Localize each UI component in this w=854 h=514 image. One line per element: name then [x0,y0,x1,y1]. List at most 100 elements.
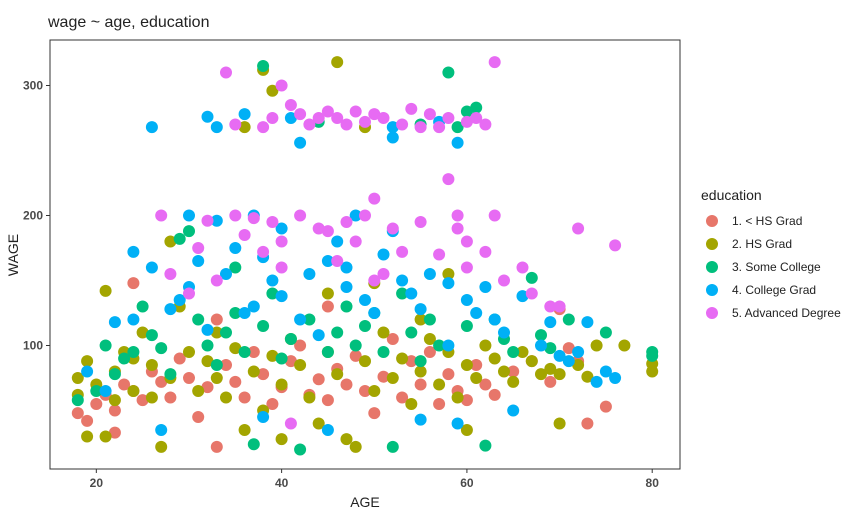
data-point [599,400,612,413]
data-point [164,303,177,316]
data-point [294,339,307,352]
data-point [201,381,214,394]
data-point [294,443,307,456]
data-point [238,108,251,121]
data-point [183,209,195,222]
data-point [470,101,483,114]
data-point [294,313,307,326]
data-point [127,277,140,290]
data-point [414,365,427,378]
x-tick-label: 60 [460,476,474,490]
data-point [99,385,112,397]
data-point [173,352,186,365]
data-point [525,355,538,368]
data-point [433,121,446,134]
data-point [275,222,288,235]
data-point [349,339,362,352]
data-point [377,112,390,124]
data-point [155,375,168,388]
y-tick-label: 100 [23,339,43,353]
data-point [488,313,501,326]
legend-key [706,261,718,273]
data-point [257,368,270,381]
data-point [451,391,464,404]
data-point [229,209,242,222]
data-point [229,242,242,254]
data-point [266,274,279,287]
data-point [266,349,279,362]
data-point [238,229,251,241]
data-point [553,368,566,381]
x-tick-label: 40 [275,476,289,490]
data-point [516,261,529,274]
data-point [210,326,223,339]
data-point [247,300,260,313]
data-point [247,212,260,225]
data-point [423,333,436,345]
data-point [294,209,307,222]
data-point [340,300,353,313]
data-point [247,438,260,451]
data-point [275,290,288,303]
data-point [238,391,251,404]
data-point [81,365,94,378]
data-point [442,277,455,290]
data-point [229,118,242,131]
data-point [368,274,381,287]
data-point [470,372,483,384]
data-point [433,248,446,261]
data-point [368,385,381,397]
data-point [460,394,473,407]
data-point [220,391,232,404]
data-point [544,316,557,329]
data-point [331,235,344,248]
data-point [192,255,205,267]
data-point [544,342,557,355]
data-point [479,118,492,131]
data-point [210,214,223,227]
data-point [460,235,473,248]
data-point [405,398,418,410]
y-axis-title: WAGE [5,234,21,276]
data-point [377,370,390,383]
data-point [99,339,112,352]
data-point [377,248,390,261]
data-point [303,391,316,404]
data-point [321,225,334,238]
data-point [183,372,195,384]
data-point [210,313,223,326]
data-point [423,346,436,358]
data-point [488,388,501,401]
data-point [220,66,232,79]
data-point [321,300,334,313]
data-point [599,326,612,339]
data-point [609,372,622,384]
data-point [229,375,242,388]
data-point [451,417,464,430]
data-point [257,411,270,423]
legend-label: 3. Some College [732,260,821,274]
data-point [192,242,205,254]
data-point [257,320,270,332]
data-point [275,261,288,274]
data-point [479,245,492,258]
data-point [396,391,409,404]
data-point [460,359,473,371]
data-point [192,411,205,423]
data-point [331,56,344,69]
data-point [238,424,251,436]
data-point [312,373,325,386]
data-point [145,261,158,274]
data-point [108,394,121,407]
data-point [284,355,297,368]
data-point [646,346,659,358]
data-point [470,112,483,124]
data-point [488,56,501,69]
data-point [173,294,186,306]
data-point [108,316,121,329]
points-layer [71,56,659,456]
data-point [507,365,520,378]
data-point [155,209,168,222]
data-point [460,424,473,436]
data-point [183,225,195,238]
